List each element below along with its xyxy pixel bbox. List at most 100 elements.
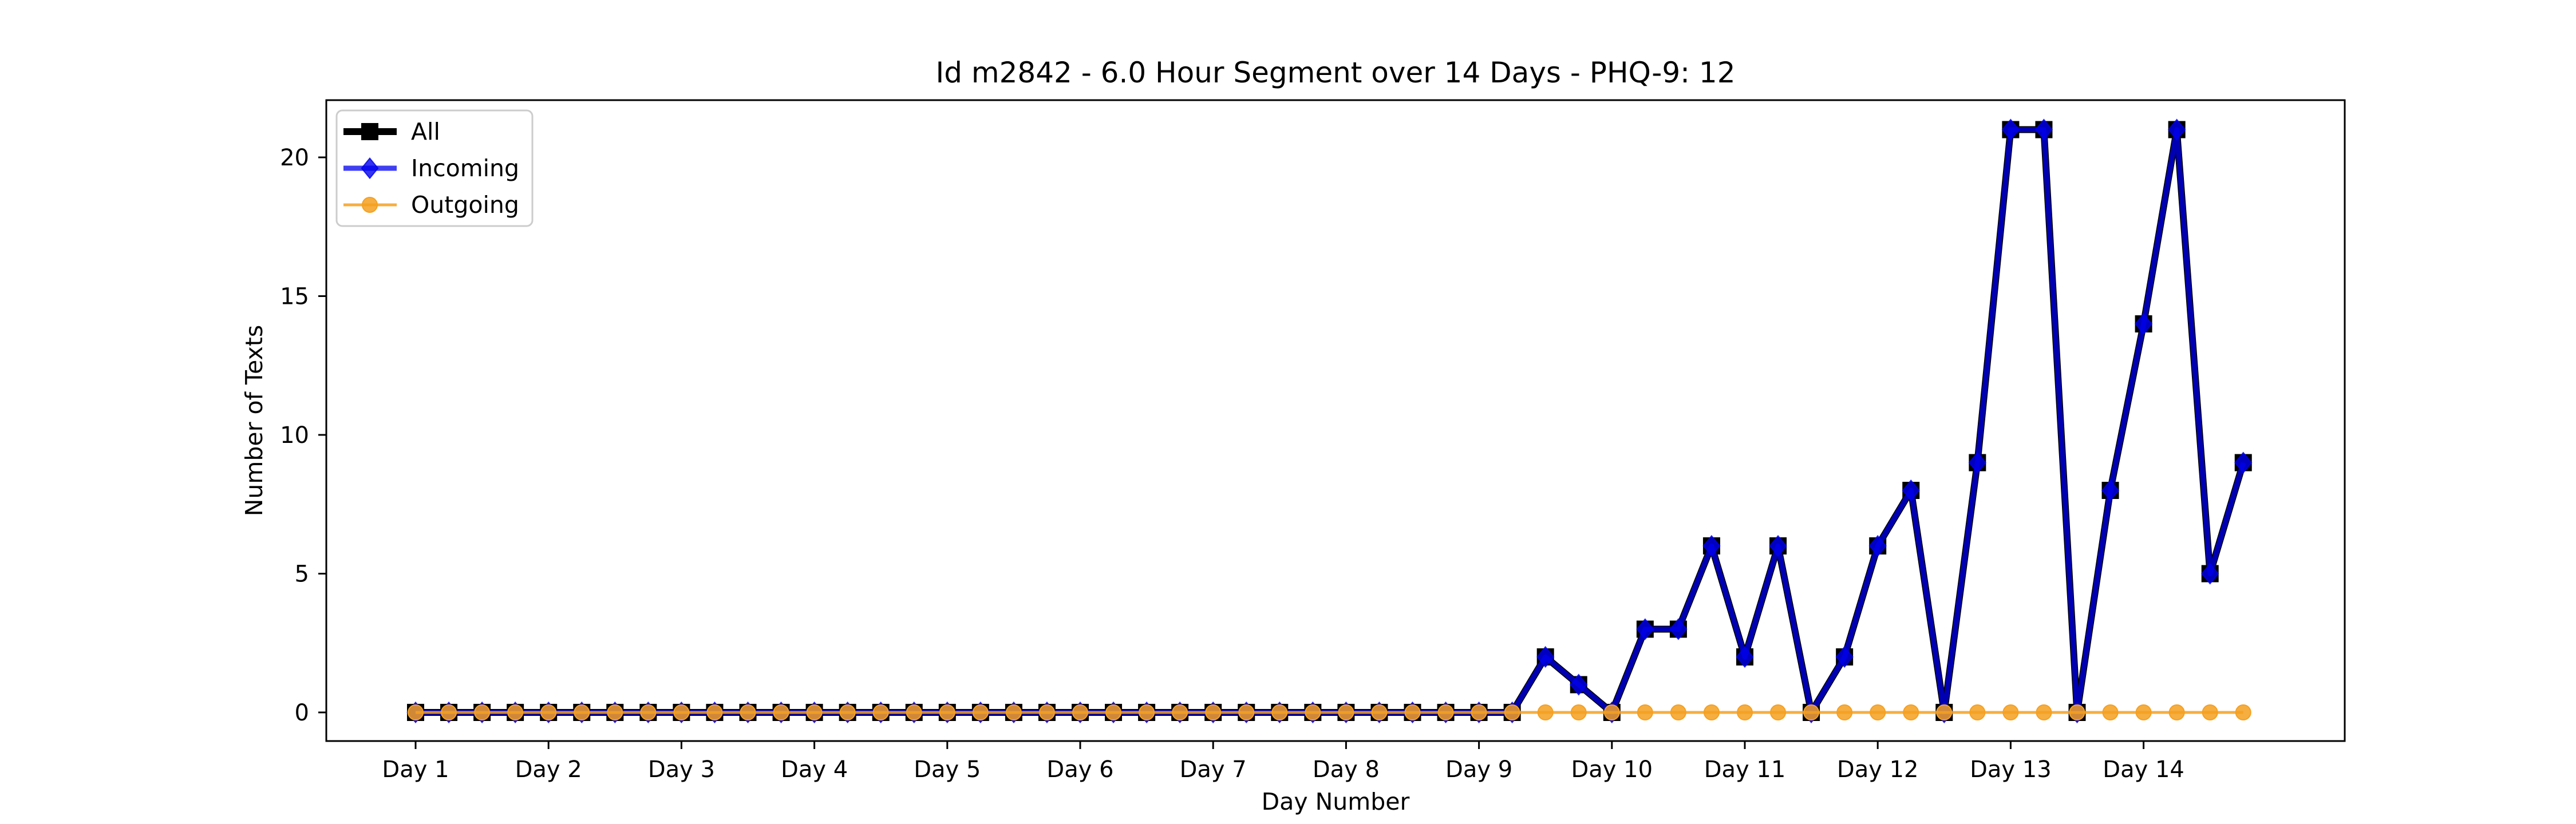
- data-point-incoming: [2168, 118, 2186, 141]
- data-point-outgoing: [740, 704, 756, 720]
- y-tick-label: 20: [280, 145, 309, 171]
- plot-area: [326, 100, 2345, 741]
- data-point-outgoing: [1205, 704, 1222, 720]
- data-point-outgoing: [839, 704, 856, 720]
- x-tick-label: Day 11: [1704, 756, 1786, 783]
- data-point-outgoing: [806, 704, 823, 720]
- data-point-incoming: [2101, 479, 2120, 502]
- x-tick-label: Day 5: [914, 756, 981, 783]
- legend-label: All: [411, 118, 440, 145]
- data-point-outgoing: [507, 704, 524, 720]
- data-point-outgoing: [1437, 704, 1454, 720]
- legend: All Incoming Outgoing: [335, 109, 534, 227]
- data-point-outgoing: [640, 704, 657, 720]
- data-point-outgoing: [408, 704, 424, 720]
- data-point-incoming: [1536, 645, 1555, 668]
- data-point-outgoing: [1105, 704, 1122, 720]
- data-point-outgoing: [1703, 704, 1720, 720]
- data-point-outgoing: [1271, 704, 1288, 720]
- y-tick-label: 5: [295, 561, 309, 588]
- data-point-outgoing: [906, 704, 922, 720]
- data-point-outgoing: [607, 704, 623, 720]
- x-tick-label: Day 7: [1180, 756, 1247, 783]
- legend-box: [335, 109, 534, 227]
- legend-label: Incoming: [411, 154, 519, 182]
- legend-label: Outgoing: [411, 191, 519, 219]
- x-tick-label: Day 6: [1046, 756, 1113, 783]
- x-tick-label: Day 2: [515, 756, 582, 783]
- data-point-outgoing: [540, 704, 557, 720]
- data-point-incoming: [1902, 479, 1920, 502]
- data-point-outgoing: [1903, 704, 1919, 720]
- data-point-incoming: [2234, 451, 2253, 474]
- x-tick-label: Day 10: [1571, 756, 1653, 783]
- data-point-incoming: [1636, 618, 1654, 640]
- x-tick-label: Day 12: [1837, 756, 1919, 783]
- series-layer: [406, 118, 2253, 724]
- data-point-outgoing: [706, 704, 723, 720]
- x-axis-label: Day Number: [1262, 788, 1410, 815]
- data-point-incoming: [2001, 118, 2020, 141]
- data-point-outgoing: [2002, 704, 2019, 720]
- data-point-outgoing: [1404, 704, 1421, 720]
- legend-item-outgoing: Outgoing: [343, 191, 519, 219]
- data-point-outgoing: [1637, 704, 1653, 720]
- data-point-outgoing: [939, 704, 955, 720]
- data-point-outgoing: [1770, 704, 1787, 720]
- plot-frame: [325, 99, 2346, 742]
- data-point-outgoing: [1139, 704, 1155, 720]
- data-point-outgoing: [1836, 704, 1853, 720]
- data-point-outgoing: [673, 704, 690, 720]
- data-point-outgoing: [1537, 704, 1554, 720]
- data-point-outgoing: [1338, 704, 1354, 720]
- data-point-outgoing: [1870, 704, 1886, 720]
- data-point-outgoing: [1471, 704, 1487, 720]
- chart-title: Id m2842 - 6.0 Hour Segment over 14 Days…: [935, 56, 1735, 89]
- data-point-outgoing: [474, 704, 491, 720]
- data-point-outgoing: [1371, 704, 1388, 720]
- data-point-outgoing: [1504, 704, 1520, 720]
- data-point-outgoing: [1936, 704, 1953, 720]
- x-tick-label: Day 14: [2103, 756, 2184, 783]
- legend-item-incoming: Incoming: [343, 154, 519, 182]
- data-point-outgoing: [1238, 704, 1255, 720]
- data-point-outgoing: [2135, 704, 2152, 720]
- data-point-outgoing: [1737, 704, 1753, 720]
- data-point-outgoing: [1038, 704, 1055, 720]
- y-axis-label: Number of Texts: [240, 325, 268, 517]
- data-point-outgoing: [1072, 704, 1088, 720]
- data-point-outgoing: [1603, 704, 1620, 720]
- data-point-incoming: [1702, 534, 1721, 557]
- data-point-incoming: [2135, 312, 2153, 335]
- data-point-outgoing: [872, 704, 889, 720]
- data-point-incoming: [1570, 674, 1588, 696]
- data-point-outgoing: [2168, 704, 2185, 720]
- data-point-outgoing: [1670, 704, 1686, 720]
- data-point-outgoing: [1305, 704, 1321, 720]
- data-point-incoming: [1736, 645, 1754, 668]
- legend-marker-outgoing: [362, 197, 378, 213]
- legend-item-all: All: [343, 118, 440, 145]
- data-point-outgoing: [1005, 704, 1022, 720]
- data-point-incoming: [2034, 118, 2053, 141]
- data-point-incoming: [1868, 534, 1887, 557]
- x-tick-label: Day 9: [1445, 756, 1512, 783]
- data-point-outgoing: [2235, 704, 2251, 720]
- y-axis: 0 5 10 15 20: [280, 145, 326, 726]
- data-point-outgoing: [2069, 704, 2085, 720]
- data-point-incoming: [1769, 534, 1787, 557]
- y-tick-label: 10: [280, 422, 309, 449]
- legend-marker-incoming: [361, 157, 379, 180]
- data-point-outgoing: [1172, 704, 1188, 720]
- data-point-incoming: [2201, 562, 2219, 585]
- data-point-outgoing: [1969, 704, 1986, 720]
- data-point-outgoing: [1570, 704, 1587, 720]
- x-tick-label: Day 3: [648, 756, 715, 783]
- data-point-incoming: [1968, 451, 1986, 474]
- data-point-outgoing: [1803, 704, 1820, 720]
- data-point-incoming: [1835, 645, 1854, 668]
- data-point-outgoing: [972, 704, 989, 720]
- x-axis: Day 1 Day 2 Day 3 Day 4 Day 5 Day 6 Day 7 Day 8…: [382, 741, 2184, 783]
- legend-marker-all: [361, 123, 378, 140]
- x-tick-label: Day 8: [1313, 756, 1380, 783]
